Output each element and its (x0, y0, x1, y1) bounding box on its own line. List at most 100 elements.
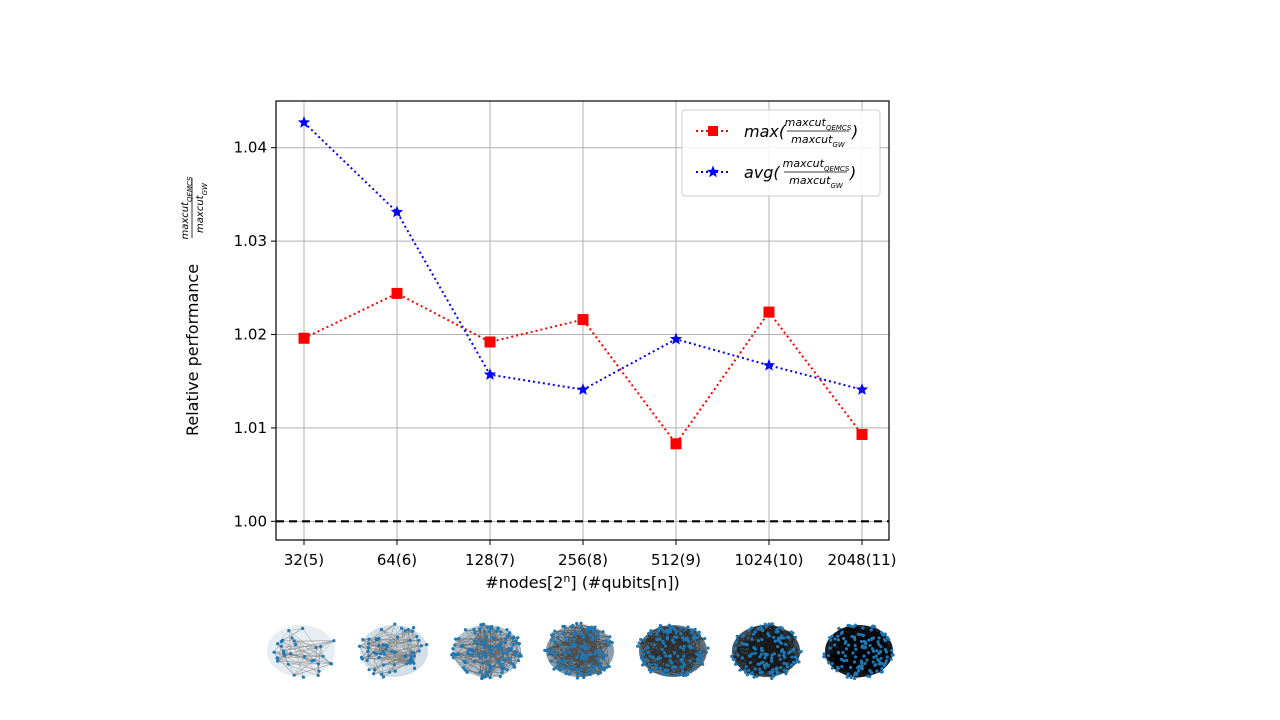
legend-label-max-prefix: max( (744, 122, 786, 141)
graph-thumbnail-node (365, 658, 369, 663)
graph-thumbnail-node (410, 650, 414, 654)
graph-thumbnail-node (701, 662, 705, 666)
graph-thumbnail-node (730, 654, 734, 658)
graph-thumbnail-node (509, 647, 513, 651)
legend-entry-max: max( maxcutQEMCS maxcutGW ) (696, 116, 858, 149)
x-tick-label: 32(5) (284, 551, 324, 569)
graph-thumbnail-node (582, 644, 586, 648)
graph-thumbnail-node (367, 637, 371, 641)
graph-thumbnail-node (558, 643, 562, 647)
graph-thumbnail-node (479, 623, 483, 627)
y-axis-label: Relative performance maxcutQEMCS maxcutG… (180, 176, 209, 436)
graph-thumbnail-node (779, 666, 783, 670)
graph-thumbnail-node (556, 635, 560, 639)
graph-thumbnail-node (734, 640, 738, 644)
data-point (763, 306, 775, 318)
graph-thumbnail-node (403, 629, 407, 633)
graph-thumbnail-node (552, 667, 556, 671)
graph-thumbnail-node (496, 660, 500, 664)
graph-thumbnails (267, 621, 895, 681)
graph-thumbnail-node (736, 653, 740, 657)
graph-thumbnail-node (833, 637, 837, 641)
graph-thumbnail-node (546, 652, 551, 656)
graph-thumbnail-node (379, 672, 384, 676)
series-max (298, 287, 868, 450)
graph-thumbnail-node (563, 652, 567, 657)
graph-thumbnail-node (733, 658, 737, 662)
graph-thumbnail-node (668, 654, 673, 658)
graph-thumbnail-node (489, 649, 494, 653)
data-point (576, 383, 590, 395)
graph-thumbnail-node (869, 628, 873, 632)
graph-thumbnail-node (680, 659, 684, 663)
graph-thumbnail-node (451, 651, 455, 656)
graph-thumbnail-node (761, 660, 765, 664)
graph-thumbnail-node (744, 665, 748, 669)
graph-thumbnail-node (597, 653, 601, 657)
graph-thumbnail-node (827, 661, 831, 665)
graph-thumbnail-node (853, 655, 858, 659)
graph-thumbnail-node (848, 665, 853, 669)
graph-thumbnail-node (513, 653, 517, 657)
graph-thumbnail-node (457, 636, 461, 641)
graph-thumbnail-node (310, 659, 314, 663)
graph-thumbnail-node (601, 630, 605, 634)
graph-thumbnail-node (850, 634, 854, 639)
graph-thumbnail-node (790, 655, 794, 659)
graph-thumbnail-node (883, 661, 888, 665)
graph-thumbnail-node (480, 640, 485, 644)
graph-thumbnail-node (688, 659, 692, 663)
graph-thumbnail-node (572, 645, 576, 649)
graph-thumbnail-node (390, 649, 394, 654)
graph-thumbnail-node (550, 638, 554, 642)
graph-thumbnail-node (492, 636, 497, 641)
y-tick-label: 1.02 (234, 326, 267, 344)
y-tick-label: 1.00 (234, 512, 267, 530)
graph-thumbnail-node (557, 666, 561, 671)
graph-thumbnail-node (879, 649, 883, 654)
graph-thumbnail-node (637, 641, 641, 645)
graph-thumbnail-node (738, 668, 742, 672)
graph-thumbnail-node (662, 630, 666, 634)
graph-thumbnail-node (404, 662, 409, 666)
graph-thumbnail-node (543, 648, 547, 652)
graph-thumbnail-node (860, 667, 864, 671)
graph-thumbnail-node (778, 625, 782, 630)
graph-thumbnail-node (682, 662, 687, 667)
graph-thumbnail-node (463, 668, 467, 672)
graph-thumbnail-node (883, 647, 888, 652)
graph-thumbnail-node (488, 629, 492, 634)
graph-thumbnail-node (771, 635, 776, 639)
graph-thumbnail-node (578, 649, 583, 653)
graph-thumbnail-node (743, 668, 747, 673)
graph-thumbnail-node (843, 654, 847, 658)
graph-thumbnail-node (666, 631, 670, 635)
graph-thumbnail-node (568, 666, 572, 670)
graph-thumbnail-node (586, 667, 590, 671)
graph-thumbnail-node (785, 669, 789, 673)
graph-thumbnail-node (830, 666, 835, 670)
graph-thumbnail-node (484, 636, 488, 640)
graph-thumbnail-node (653, 668, 657, 672)
graph-thumbnail-node (852, 676, 857, 681)
graph-thumbnail-node (584, 656, 588, 660)
graph-thumbnail-node (395, 635, 400, 639)
graph-thumbnail-node (505, 628, 509, 632)
graph-thumbnail-node (879, 645, 883, 649)
graph-thumbnail-node (483, 645, 487, 649)
graph-thumbnail-node (885, 655, 889, 659)
graph-thumbnail-node (679, 626, 683, 630)
graph-thumbnail-node (830, 634, 834, 639)
graph-thumbnail-node (699, 653, 703, 657)
graph-thumbnail-node (487, 663, 491, 667)
graph-thumbnail-node (415, 634, 419, 639)
graph-thumbnail-node (839, 657, 844, 661)
graph-thumbnail-node (496, 647, 500, 651)
graph-thumbnail-node (551, 649, 555, 653)
graph-thumbnail-node (570, 668, 574, 672)
graph-thumbnail-node (836, 634, 840, 638)
graph-thumbnail-node (562, 667, 567, 671)
graph-thumbnail-node (784, 642, 788, 647)
graph-thumbnail-node (471, 653, 475, 657)
graph-thumbnail-node (692, 665, 696, 669)
